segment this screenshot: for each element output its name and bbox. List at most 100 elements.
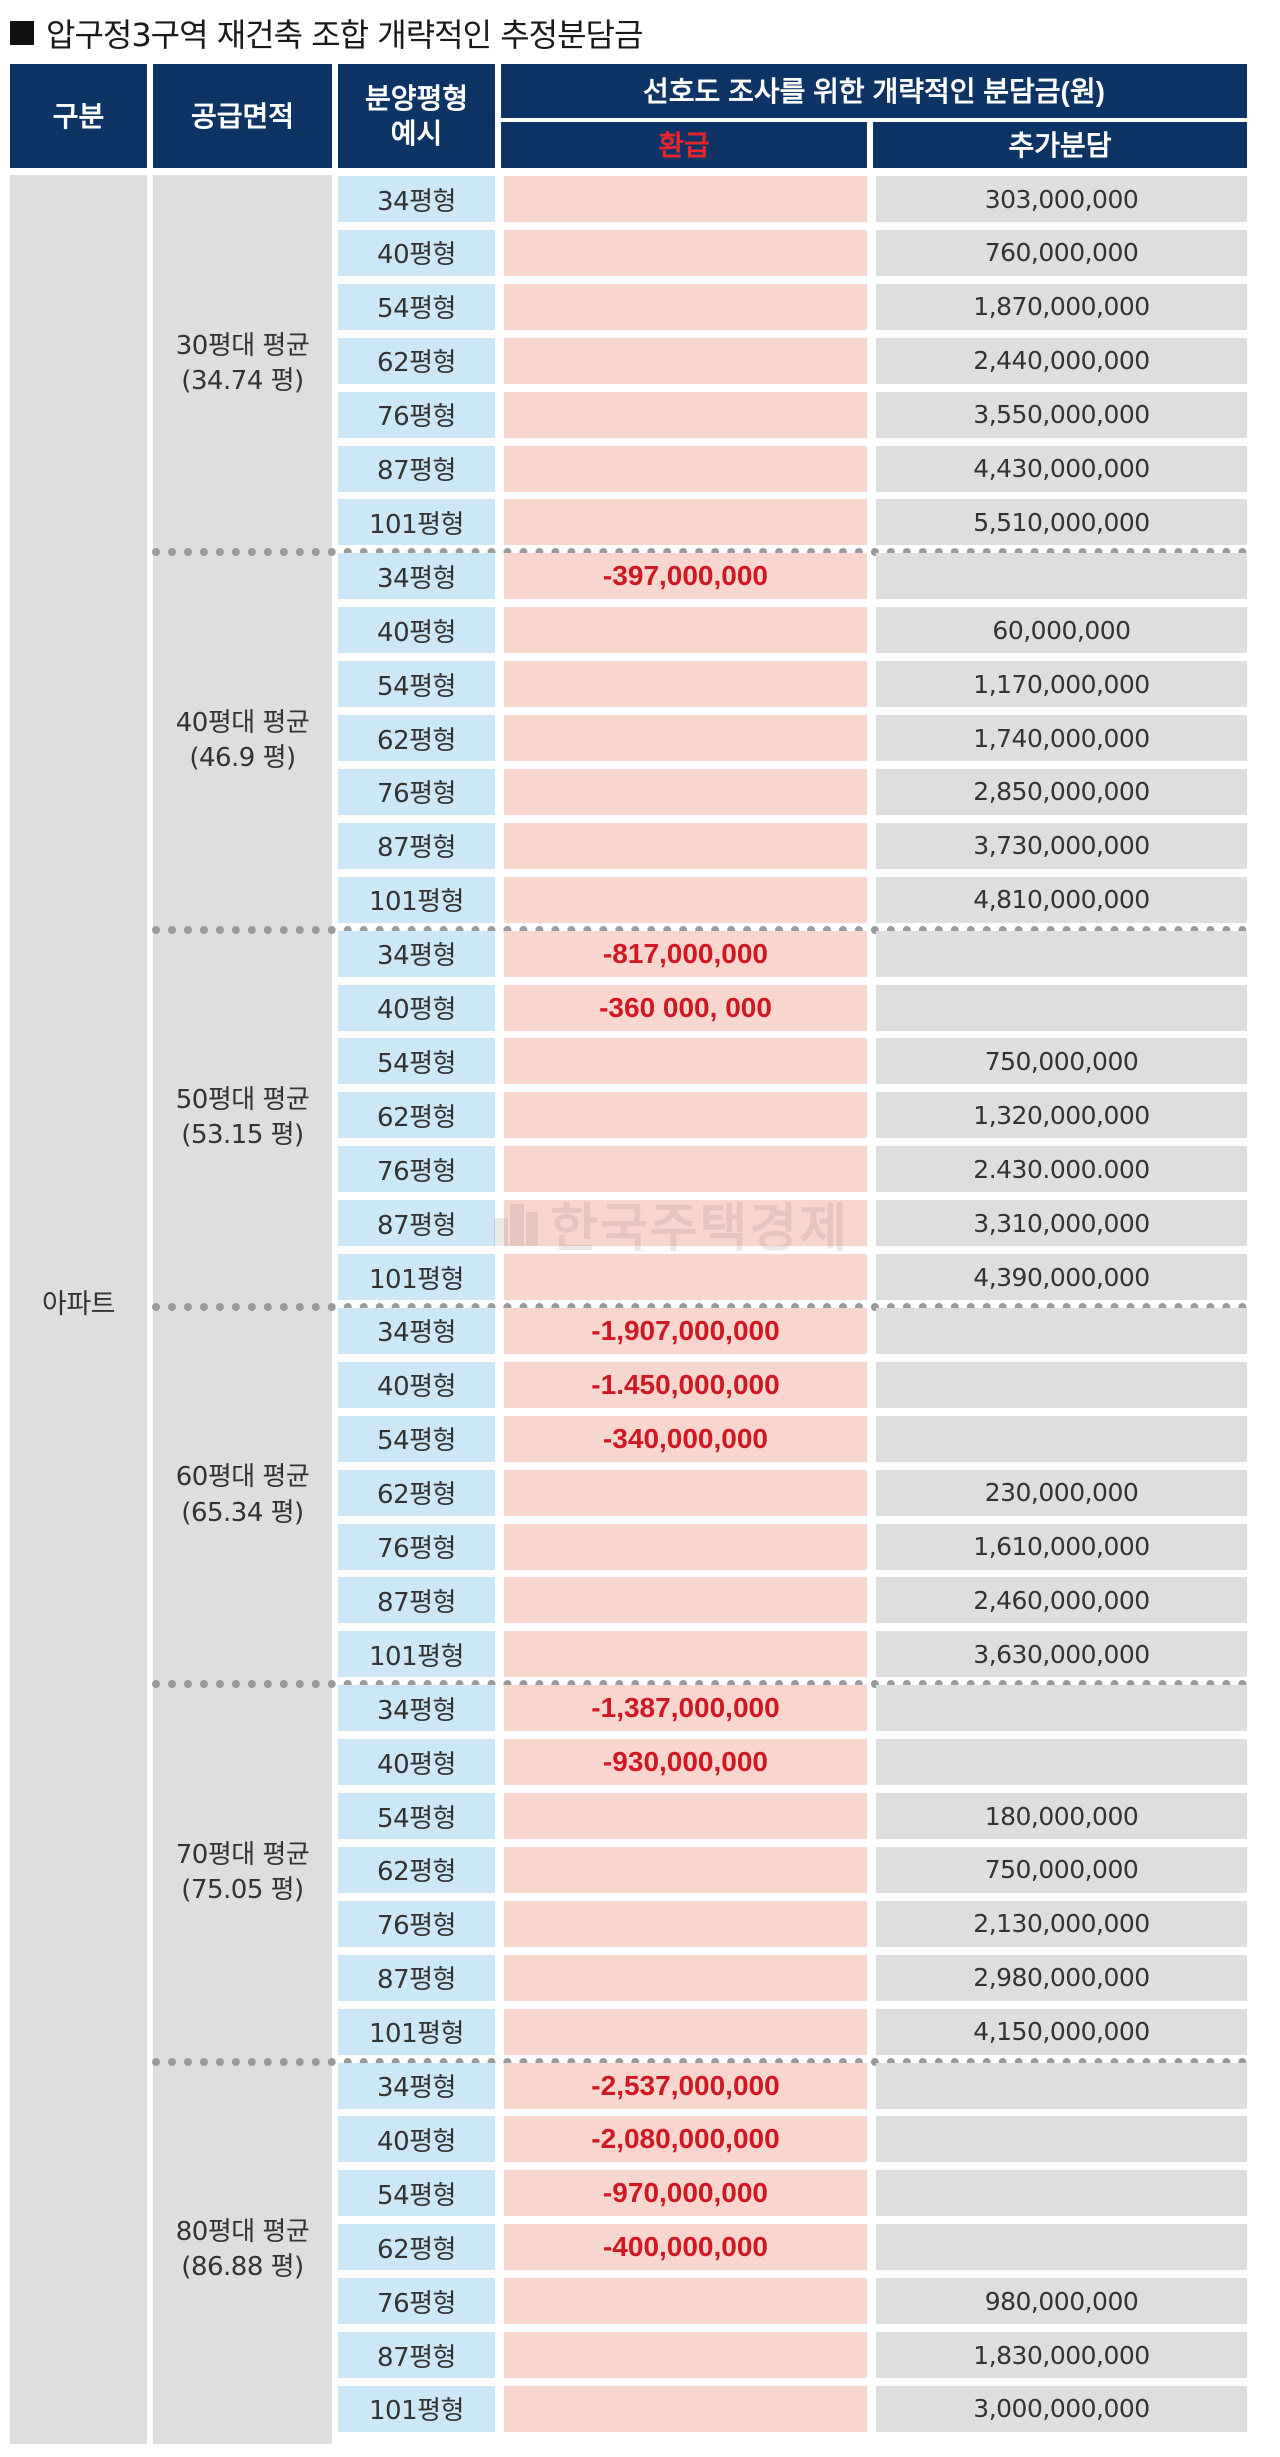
unit-type-cell: 34평형 xyxy=(338,930,495,977)
additional-cell: 230,000,000 xyxy=(876,1469,1247,1516)
group-label: 80평대 평균 (86.88 평) xyxy=(175,2217,310,2283)
category-column xyxy=(10,175,147,2444)
refund-cell: -397,000,000 xyxy=(504,553,867,600)
refund-cell: -970,000,000 xyxy=(504,2170,867,2217)
header-supply-area: 공급면적 xyxy=(153,64,332,168)
additional-cell xyxy=(876,984,1247,1031)
group-divider xyxy=(152,548,1247,557)
unit-type-cell: 76평형 xyxy=(338,391,495,438)
refund-cell: -1,907,000,000 xyxy=(504,1307,867,1354)
refund-cell xyxy=(504,1523,867,1570)
unit-type-cell: 54평형 xyxy=(338,1038,495,1085)
additional-cell: 980,000,000 xyxy=(876,2278,1247,2325)
unit-type-cell: 101평형 xyxy=(338,499,495,546)
unit-type-cell: 40평형 xyxy=(338,2116,495,2163)
unit-type-cell: 87평형 xyxy=(338,445,495,492)
additional-cell xyxy=(876,1307,1247,1354)
group-divider xyxy=(152,1302,1247,1311)
refund-cell xyxy=(504,176,867,222)
additional-cell: 3,310,000,000 xyxy=(876,1200,1247,1247)
refund-cell xyxy=(504,822,867,869)
header-additional: 추가분담 xyxy=(873,122,1247,168)
unit-type-cell: 40평형 xyxy=(338,607,495,654)
additional-cell: 180,000,000 xyxy=(876,1793,1247,1839)
refund-cell: -1,387,000,000 xyxy=(504,1685,867,1732)
group-label: 40평대 평균 (46.9 평) xyxy=(175,707,310,773)
unit-type-cell: 34평형 xyxy=(338,2062,495,2109)
additional-cell: 2,460,000,000 xyxy=(876,1577,1247,1624)
additional-cell: 2,440,000,000 xyxy=(876,337,1247,384)
refund-cell xyxy=(504,2278,867,2325)
unit-type-cell: 101평형 xyxy=(338,1254,495,1300)
refund-cell xyxy=(504,1846,867,1893)
additional-cell xyxy=(876,2062,1247,2109)
unit-type-cell: 34평형 xyxy=(338,1307,495,1354)
refund-cell: -400,000,000 xyxy=(504,2224,867,2271)
refund-cell xyxy=(504,1200,867,1247)
additional-cell: 4,390,000,000 xyxy=(876,1254,1247,1300)
refund-cell xyxy=(504,1469,867,1516)
additional-cell xyxy=(876,1739,1247,1786)
additional-cell: 750,000,000 xyxy=(876,1846,1247,1893)
additional-cell: 1,610,000,000 xyxy=(876,1523,1247,1570)
refund-cell xyxy=(504,2385,867,2432)
refund-cell xyxy=(504,1092,867,1139)
unit-type-cell: 87평형 xyxy=(338,1577,495,1624)
additional-cell xyxy=(876,1685,1247,1732)
refund-cell xyxy=(504,1793,867,1839)
additional-cell: 3,730,000,000 xyxy=(876,822,1247,869)
refund-cell xyxy=(504,2332,867,2378)
refund-cell xyxy=(504,876,867,923)
unit-type-cell: 40평형 xyxy=(338,984,495,1031)
group-divider xyxy=(152,2057,1247,2066)
unit-type-cell: 54평형 xyxy=(338,1793,495,1839)
unit-type-cell: 62평형 xyxy=(338,715,495,761)
unit-type-cell: 62평형 xyxy=(338,2224,495,2271)
header-unit-type: 분양평형 예시 xyxy=(338,64,495,168)
unit-type-cell: 40평형 xyxy=(338,1739,495,1786)
additional-cell xyxy=(876,553,1247,600)
unit-type-cell: 62평형 xyxy=(338,1469,495,1516)
refund-cell xyxy=(504,229,867,276)
unit-type-cell: 40평형 xyxy=(338,1361,495,1408)
refund-cell xyxy=(504,337,867,384)
refund-cell xyxy=(504,283,867,330)
additional-cell: 760,000,000 xyxy=(876,229,1247,276)
additional-cell: 1,740,000,000 xyxy=(876,715,1247,761)
additional-cell: 4,150,000,000 xyxy=(876,2008,1247,2055)
unit-type-cell: 101평형 xyxy=(338,876,495,923)
refund-cell: -360 000, 000 xyxy=(504,984,867,1031)
additional-cell: 4,810,000,000 xyxy=(876,876,1247,923)
unit-type-cell: 87평형 xyxy=(338,822,495,869)
unit-type-cell: 87평형 xyxy=(338,2332,495,2378)
refund-cell xyxy=(504,391,867,438)
refund-cell xyxy=(504,1900,867,1947)
unit-type-cell: 76평형 xyxy=(338,1146,495,1193)
refund-cell xyxy=(504,1038,867,1085)
additional-cell: 3,000,000,000 xyxy=(876,2385,1247,2432)
refund-cell: -2,537,000,000 xyxy=(504,2062,867,2109)
additional-cell xyxy=(876,2170,1247,2217)
refund-cell xyxy=(504,768,867,815)
unit-type-cell: 76평형 xyxy=(338,1523,495,1570)
refund-cell: -340,000,000 xyxy=(504,1415,867,1462)
refund-cell xyxy=(504,1577,867,1624)
additional-cell: 4,430,000,000 xyxy=(876,445,1247,492)
unit-type-cell: 87평형 xyxy=(338,1954,495,2001)
unit-type-cell: 34평형 xyxy=(338,176,495,222)
group-label: 60평대 평균 (65.34 평) xyxy=(175,1462,310,1528)
refund-cell xyxy=(504,607,867,654)
additional-cell: 1,320,000,000 xyxy=(876,1092,1247,1139)
unit-type-cell: 62평형 xyxy=(338,1092,495,1139)
additional-cell: 1,870,000,000 xyxy=(876,283,1247,330)
black-square-icon xyxy=(10,21,34,45)
additional-cell: 2,850,000,000 xyxy=(876,768,1247,815)
unit-type-cell: 34평형 xyxy=(338,1685,495,1732)
refund-cell: -930,000,000 xyxy=(504,1739,867,1786)
additional-cell: 750,000,000 xyxy=(876,1038,1247,1085)
refund-cell xyxy=(504,661,867,708)
unit-type-cell: 101평형 xyxy=(338,2385,495,2432)
additional-cell xyxy=(876,2116,1247,2163)
group-divider xyxy=(152,1680,1247,1689)
unit-type-cell: 76평형 xyxy=(338,1900,495,1947)
